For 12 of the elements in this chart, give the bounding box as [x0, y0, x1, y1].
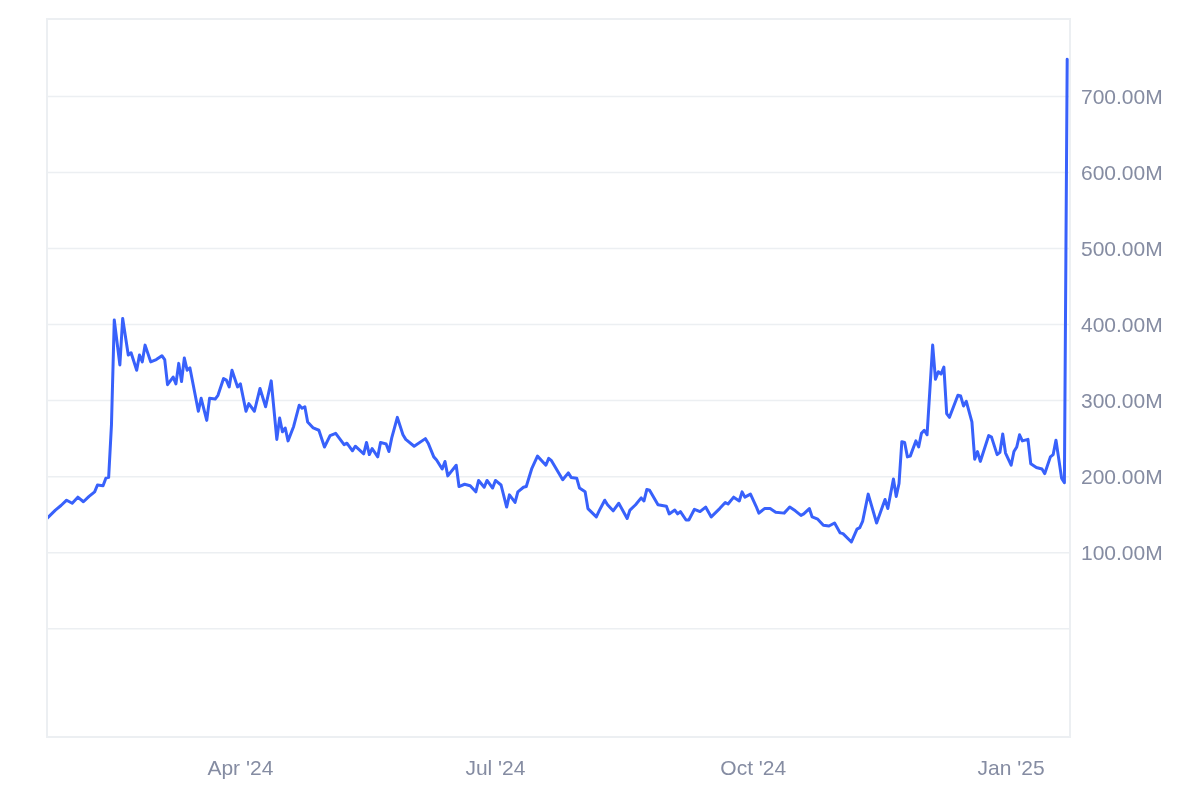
x-tick-label: Oct '24	[720, 755, 787, 779]
x-tick-label: Apr '24	[207, 755, 274, 779]
y-tick-label: 400.00M	[1081, 313, 1163, 337]
x-tick-label: Jan '25	[977, 755, 1045, 779]
y-tick-label: 500.00M	[1081, 237, 1163, 261]
y-tick-label: 600.00M	[1081, 161, 1163, 185]
y-tick-label: 100.00M	[1081, 541, 1163, 565]
y-tick-label: 200.00M	[1081, 465, 1163, 489]
y-tick-label: 700.00M	[1081, 84, 1163, 108]
line-series	[47, 57, 1069, 544]
x-tick-label: Jul '24	[465, 755, 526, 779]
y-tick-label: 300.00M	[1081, 389, 1163, 413]
